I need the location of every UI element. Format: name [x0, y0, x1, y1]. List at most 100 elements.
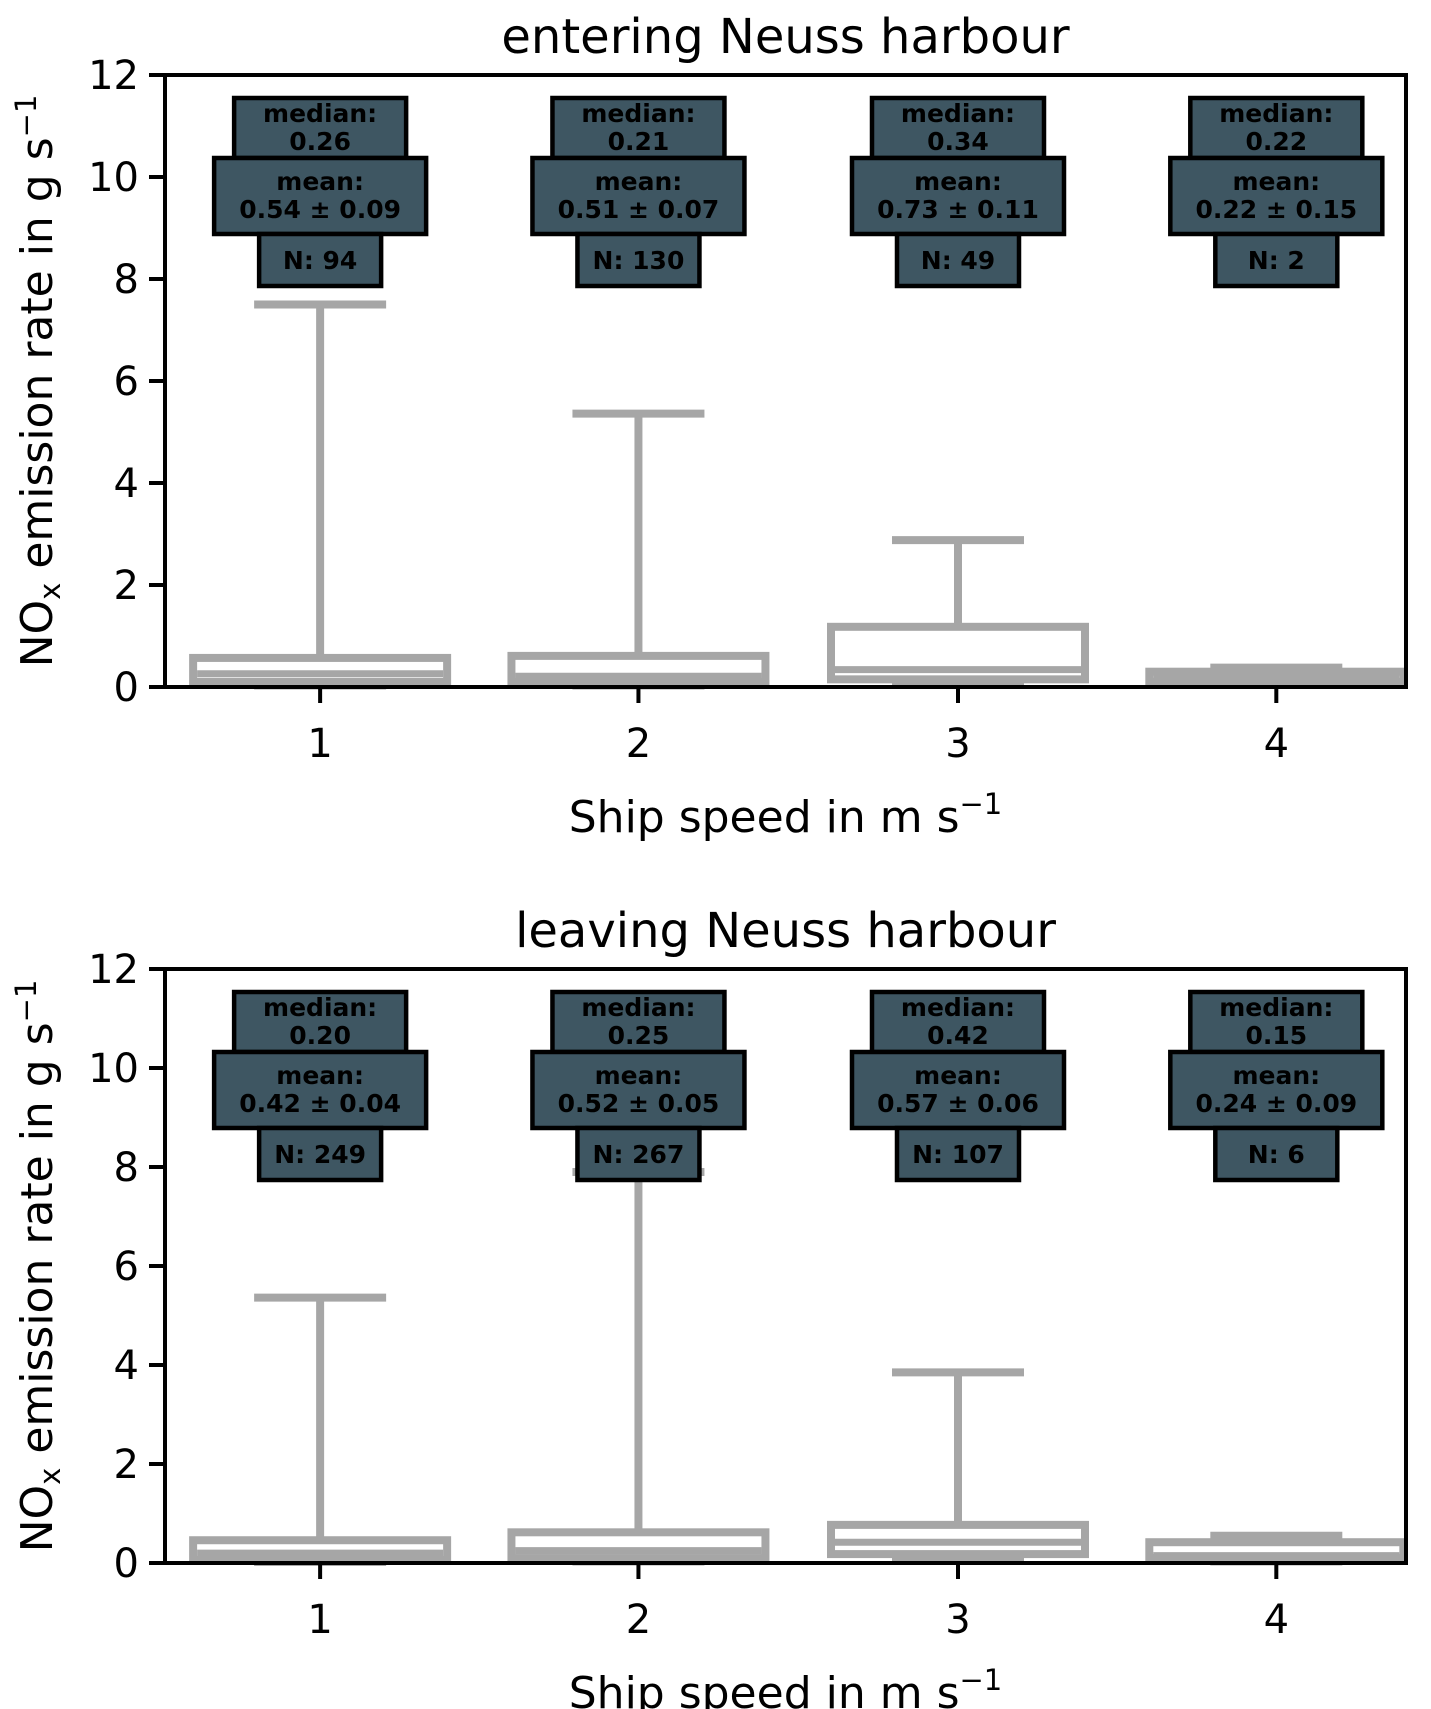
annotation-value: 0.51 ± 0.07	[558, 195, 720, 224]
y-tick-label: 4	[114, 1343, 139, 1389]
y-tick-label: 4	[114, 461, 139, 507]
annotation-label: median:	[581, 99, 695, 128]
annotation-n-value: N: 130	[593, 246, 685, 275]
annotation-value: 0.22 ± 0.15	[1195, 195, 1357, 224]
box-group-speed-4	[1145, 1531, 1408, 1566]
annotation-value: 0.52 ± 0.05	[558, 1089, 720, 1118]
stats-annotation-speed-1: median:0.26 mean:0.54 ± 0.09 N: 94	[211, 95, 429, 289]
annotation-label: mean:	[595, 167, 683, 196]
annotation-n-value: N: 107	[912, 1140, 1004, 1169]
annotation-value: 0.42 ± 0.04	[239, 1089, 401, 1118]
n-annotation-box	[1213, 1125, 1340, 1183]
y-axis-label: NOx emission rate in g s−1	[9, 95, 67, 668]
annotation-value: 0.20	[289, 1021, 351, 1050]
stats-annotation-speed-2: median:0.21 mean:0.51 ± 0.07 N: 130	[530, 95, 747, 289]
annotation-label: mean:	[595, 1061, 683, 1090]
annotation-value: 0.25	[608, 1021, 670, 1050]
annotation-value: 0.24 ± 0.09	[1195, 1089, 1357, 1118]
annotation-label: median:	[581, 993, 695, 1022]
median-annotation-box	[550, 95, 727, 161]
annotation-label: median:	[1219, 993, 1333, 1022]
n-annotation-box	[256, 231, 384, 289]
y-tick-label: 6	[114, 359, 139, 405]
mean-annotation-box	[849, 1049, 1067, 1131]
annotation-value: 0.57 ± 0.06	[877, 1089, 1039, 1118]
mean-annotation-box	[530, 155, 747, 237]
n-annotation-box	[575, 1125, 702, 1183]
annotation-value: 0.22	[1245, 127, 1307, 156]
annotation-label: mean:	[1232, 1061, 1320, 1090]
x-tick-label: 2	[626, 1597, 651, 1643]
y-tick-label: 12	[88, 53, 139, 99]
x-tick-label: 4	[1264, 721, 1289, 767]
n-annotation-box	[894, 231, 1022, 289]
x-tick-label: 2	[626, 721, 651, 767]
annotation-label: mean:	[1232, 167, 1320, 196]
y-tick-label: 10	[88, 1046, 139, 1092]
annotation-value: 0.42	[927, 1021, 989, 1050]
annotation-value: 0.15	[1245, 1021, 1307, 1050]
annotation-label: median:	[1219, 99, 1333, 128]
x-tick-label: 1	[307, 721, 332, 767]
subplot-title: entering Neuss harbour	[501, 9, 1069, 65]
x-tick-label: 3	[945, 1597, 970, 1643]
annotation-label: median:	[263, 99, 377, 128]
median-annotation-box	[1188, 989, 1365, 1055]
stats-annotation-speed-3: median:0.42 mean:0.57 ± 0.06 N: 107	[849, 989, 1067, 1183]
annotation-value: 0.34	[927, 127, 989, 156]
annotation-label: mean:	[276, 167, 364, 196]
n-annotation-box	[575, 231, 702, 289]
annotation-value: 0.73 ± 0.11	[877, 195, 1039, 224]
annotation-n-value: N: 94	[283, 246, 357, 275]
annotation-label: mean:	[914, 167, 1002, 196]
annotation-label: median:	[901, 99, 1015, 128]
annotation-n-value: N: 267	[593, 1140, 685, 1169]
x-axis-label: Ship speed in m s−1	[569, 1663, 1003, 1709]
n-annotation-box	[894, 1125, 1022, 1183]
x-tick-label: 1	[307, 1597, 332, 1643]
stats-annotation-speed-4: median:0.22 mean:0.22 ± 0.15 N: 2	[1168, 95, 1385, 289]
annotation-label: median:	[263, 993, 377, 1022]
x-tick-label: 3	[945, 721, 970, 767]
y-tick-label: 6	[114, 1244, 139, 1290]
n-annotation-box	[256, 1125, 384, 1183]
iqr-box	[507, 1528, 770, 1563]
y-tick-label: 10	[88, 155, 139, 201]
box-group-speed-3	[826, 1368, 1089, 1565]
annotation-n-value: N: 249	[274, 1140, 366, 1169]
annotation-n-value: N: 2	[1248, 246, 1305, 275]
median-annotation-box	[1188, 95, 1365, 161]
y-axis-label: NOx emission rate in g s−1	[9, 980, 67, 1553]
x-axis-label: Ship speed in m s−1	[569, 787, 1003, 843]
annotation-n-value: N: 6	[1248, 1140, 1305, 1169]
y-tick-label: 0	[114, 1541, 139, 1587]
stats-annotation-speed-2: median:0.25 mean:0.52 ± 0.05 N: 267	[530, 989, 747, 1183]
annotation-n-value: N: 49	[921, 246, 995, 275]
annotation-label: mean:	[276, 1061, 364, 1090]
stats-annotation-speed-4: median:0.15 mean:0.24 ± 0.09 N: 6	[1168, 989, 1385, 1183]
mean-annotation-box	[849, 155, 1067, 237]
box-group-speed-1	[189, 300, 452, 690]
annotation-label: median:	[901, 993, 1015, 1022]
x-tick-label: 4	[1264, 1597, 1289, 1643]
y-tick-label: 12	[88, 947, 139, 993]
subplot-title: leaving Neuss harbour	[515, 903, 1056, 959]
annotation-value: 0.21	[608, 127, 670, 156]
mean-annotation-box	[211, 1049, 429, 1131]
annotation-value: 0.26	[289, 127, 351, 156]
box-group-speed-3	[826, 536, 1089, 689]
y-tick-label: 2	[114, 1442, 139, 1488]
annotation-value: 0.54 ± 0.09	[239, 195, 401, 224]
box-group-speed-2	[507, 409, 770, 690]
box-group-speed-4	[1145, 663, 1408, 687]
y-tick-label: 0	[114, 665, 139, 711]
y-tick-label: 8	[114, 1145, 139, 1191]
iqr-box	[189, 653, 452, 686]
y-tick-label: 8	[114, 257, 139, 303]
n-annotation-box	[1213, 231, 1340, 289]
